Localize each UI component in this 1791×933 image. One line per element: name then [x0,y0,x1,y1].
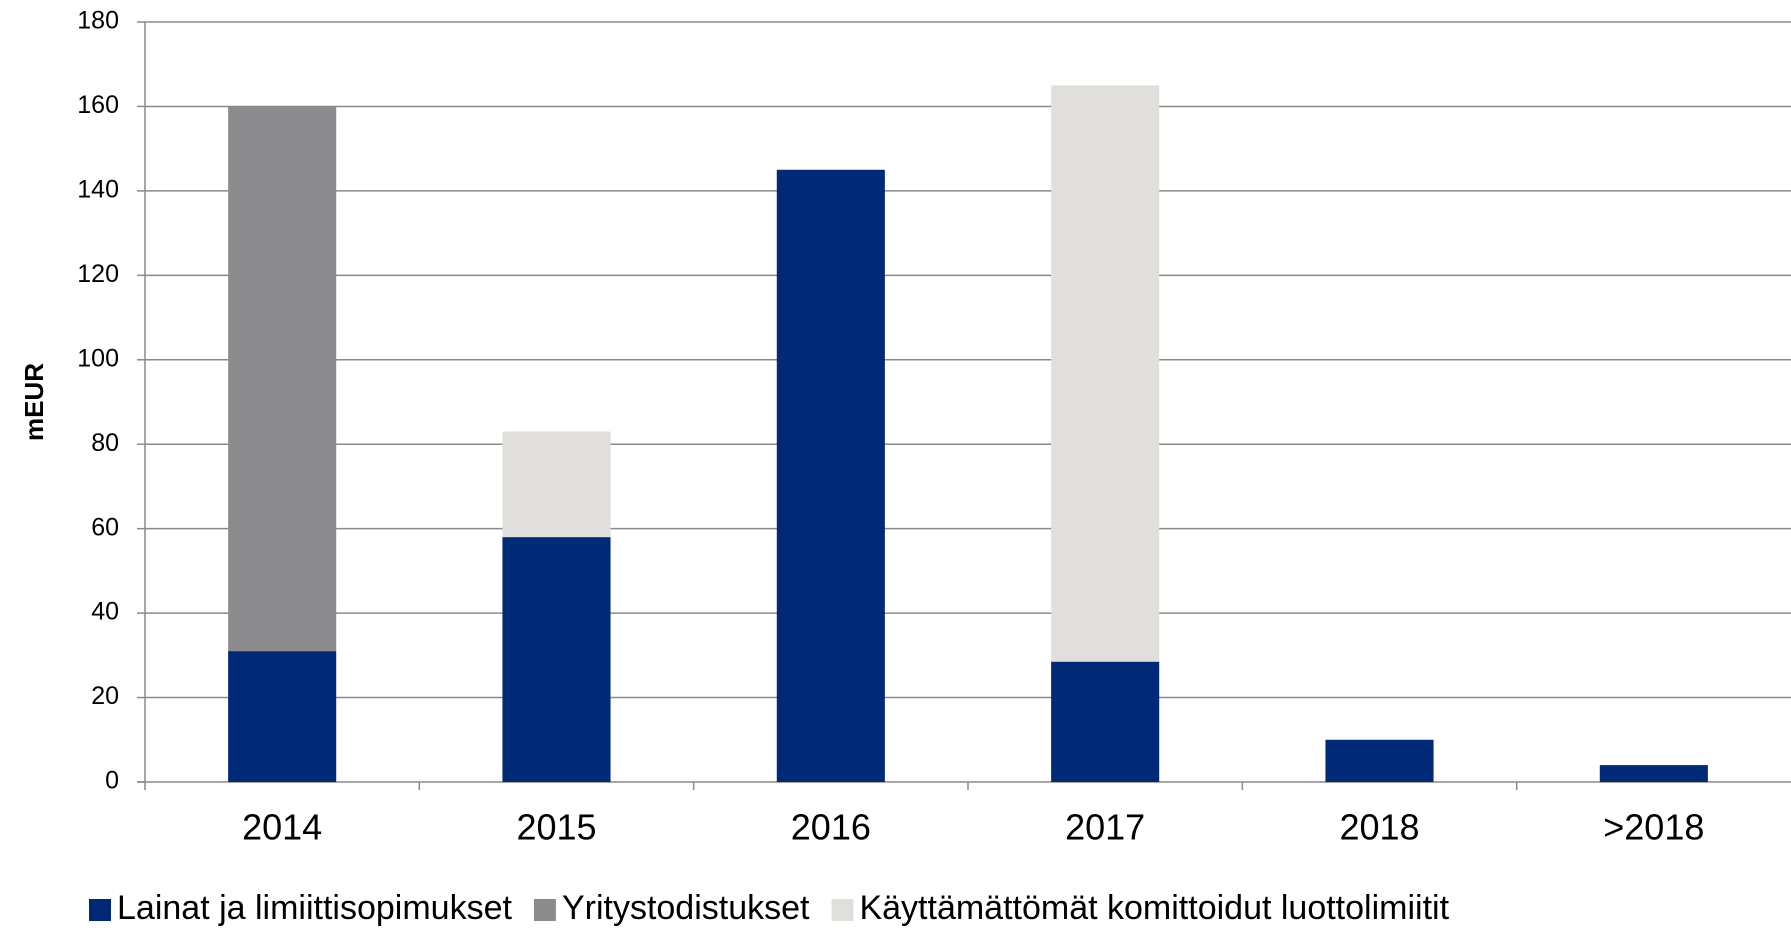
x-tick-label: >2018 [1603,807,1704,848]
y-tick-label: 140 [77,175,119,203]
bar-segment [1051,85,1160,662]
bar-segment [228,106,337,652]
bar-segment [1325,739,1434,782]
legend-label: Lainat ja limiittisopimukset [117,889,512,927]
x-tick-label: 2015 [516,807,596,848]
bar-segment [228,651,337,782]
y-tick-label: 20 [91,682,119,710]
bar-segment [1051,661,1160,782]
y-tick-label: 40 [91,598,119,626]
y-tick-label: 160 [77,91,119,119]
legend-label: Käyttämättömät komittoidut luottolimiiti… [859,889,1449,927]
y-axis-label: mEUR [19,363,49,441]
y-tick-label: 80 [91,429,119,457]
bar-segment [502,537,611,782]
y-tick-label: 180 [77,7,119,35]
y-tick-label: 0 [105,767,119,795]
bar-segment [776,169,885,782]
x-tick-label: 2014 [242,807,322,848]
x-tick-label: 2017 [1065,807,1145,848]
y-tick-label: 60 [91,513,119,541]
bar-segment [502,431,611,538]
x-tick-label: 2018 [1339,807,1419,848]
y-tick-label: 100 [77,344,119,372]
x-tick-label: 2016 [791,807,871,848]
y-tick-label: 120 [77,260,119,288]
legend-swatch [831,899,854,921]
bar-segment [1599,765,1708,782]
legend-swatch [533,899,556,921]
legend-swatch [89,899,111,921]
legend-label: Yritystodistukset [562,889,810,927]
